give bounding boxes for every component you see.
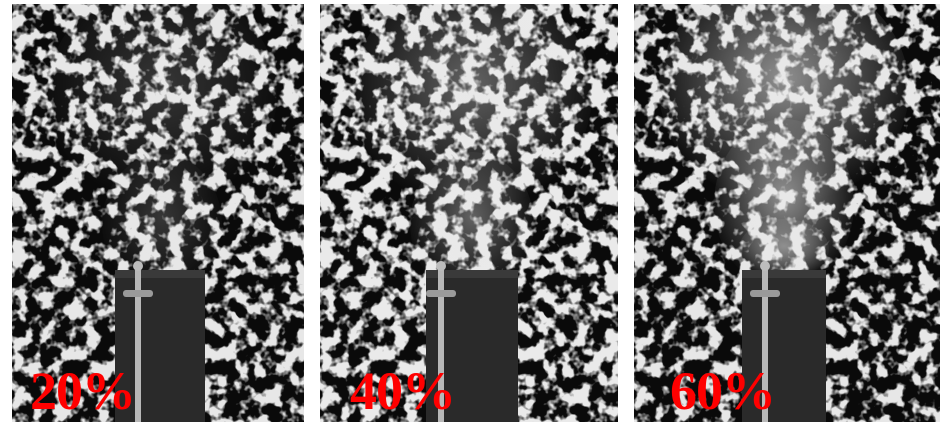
percentage-label: 40% bbox=[350, 361, 456, 421]
panel-20: 20% bbox=[12, 4, 304, 422]
percentage-label: 20% bbox=[30, 361, 136, 421]
percentage-label: 60% bbox=[670, 361, 776, 421]
panel-40: 40% bbox=[320, 4, 618, 422]
smoke-scene-40 bbox=[320, 4, 618, 422]
smoke-plume bbox=[352, 4, 592, 296]
panel-60: 60% bbox=[634, 4, 940, 422]
chimney-icon bbox=[742, 261, 826, 422]
smoke-scene-20 bbox=[12, 4, 304, 422]
smoke-plume bbox=[659, 4, 909, 289]
chimney-icon bbox=[115, 261, 205, 422]
smoke-plume bbox=[47, 4, 277, 294]
chimney-icon bbox=[426, 261, 518, 422]
smoke-scene-60 bbox=[634, 4, 940, 422]
